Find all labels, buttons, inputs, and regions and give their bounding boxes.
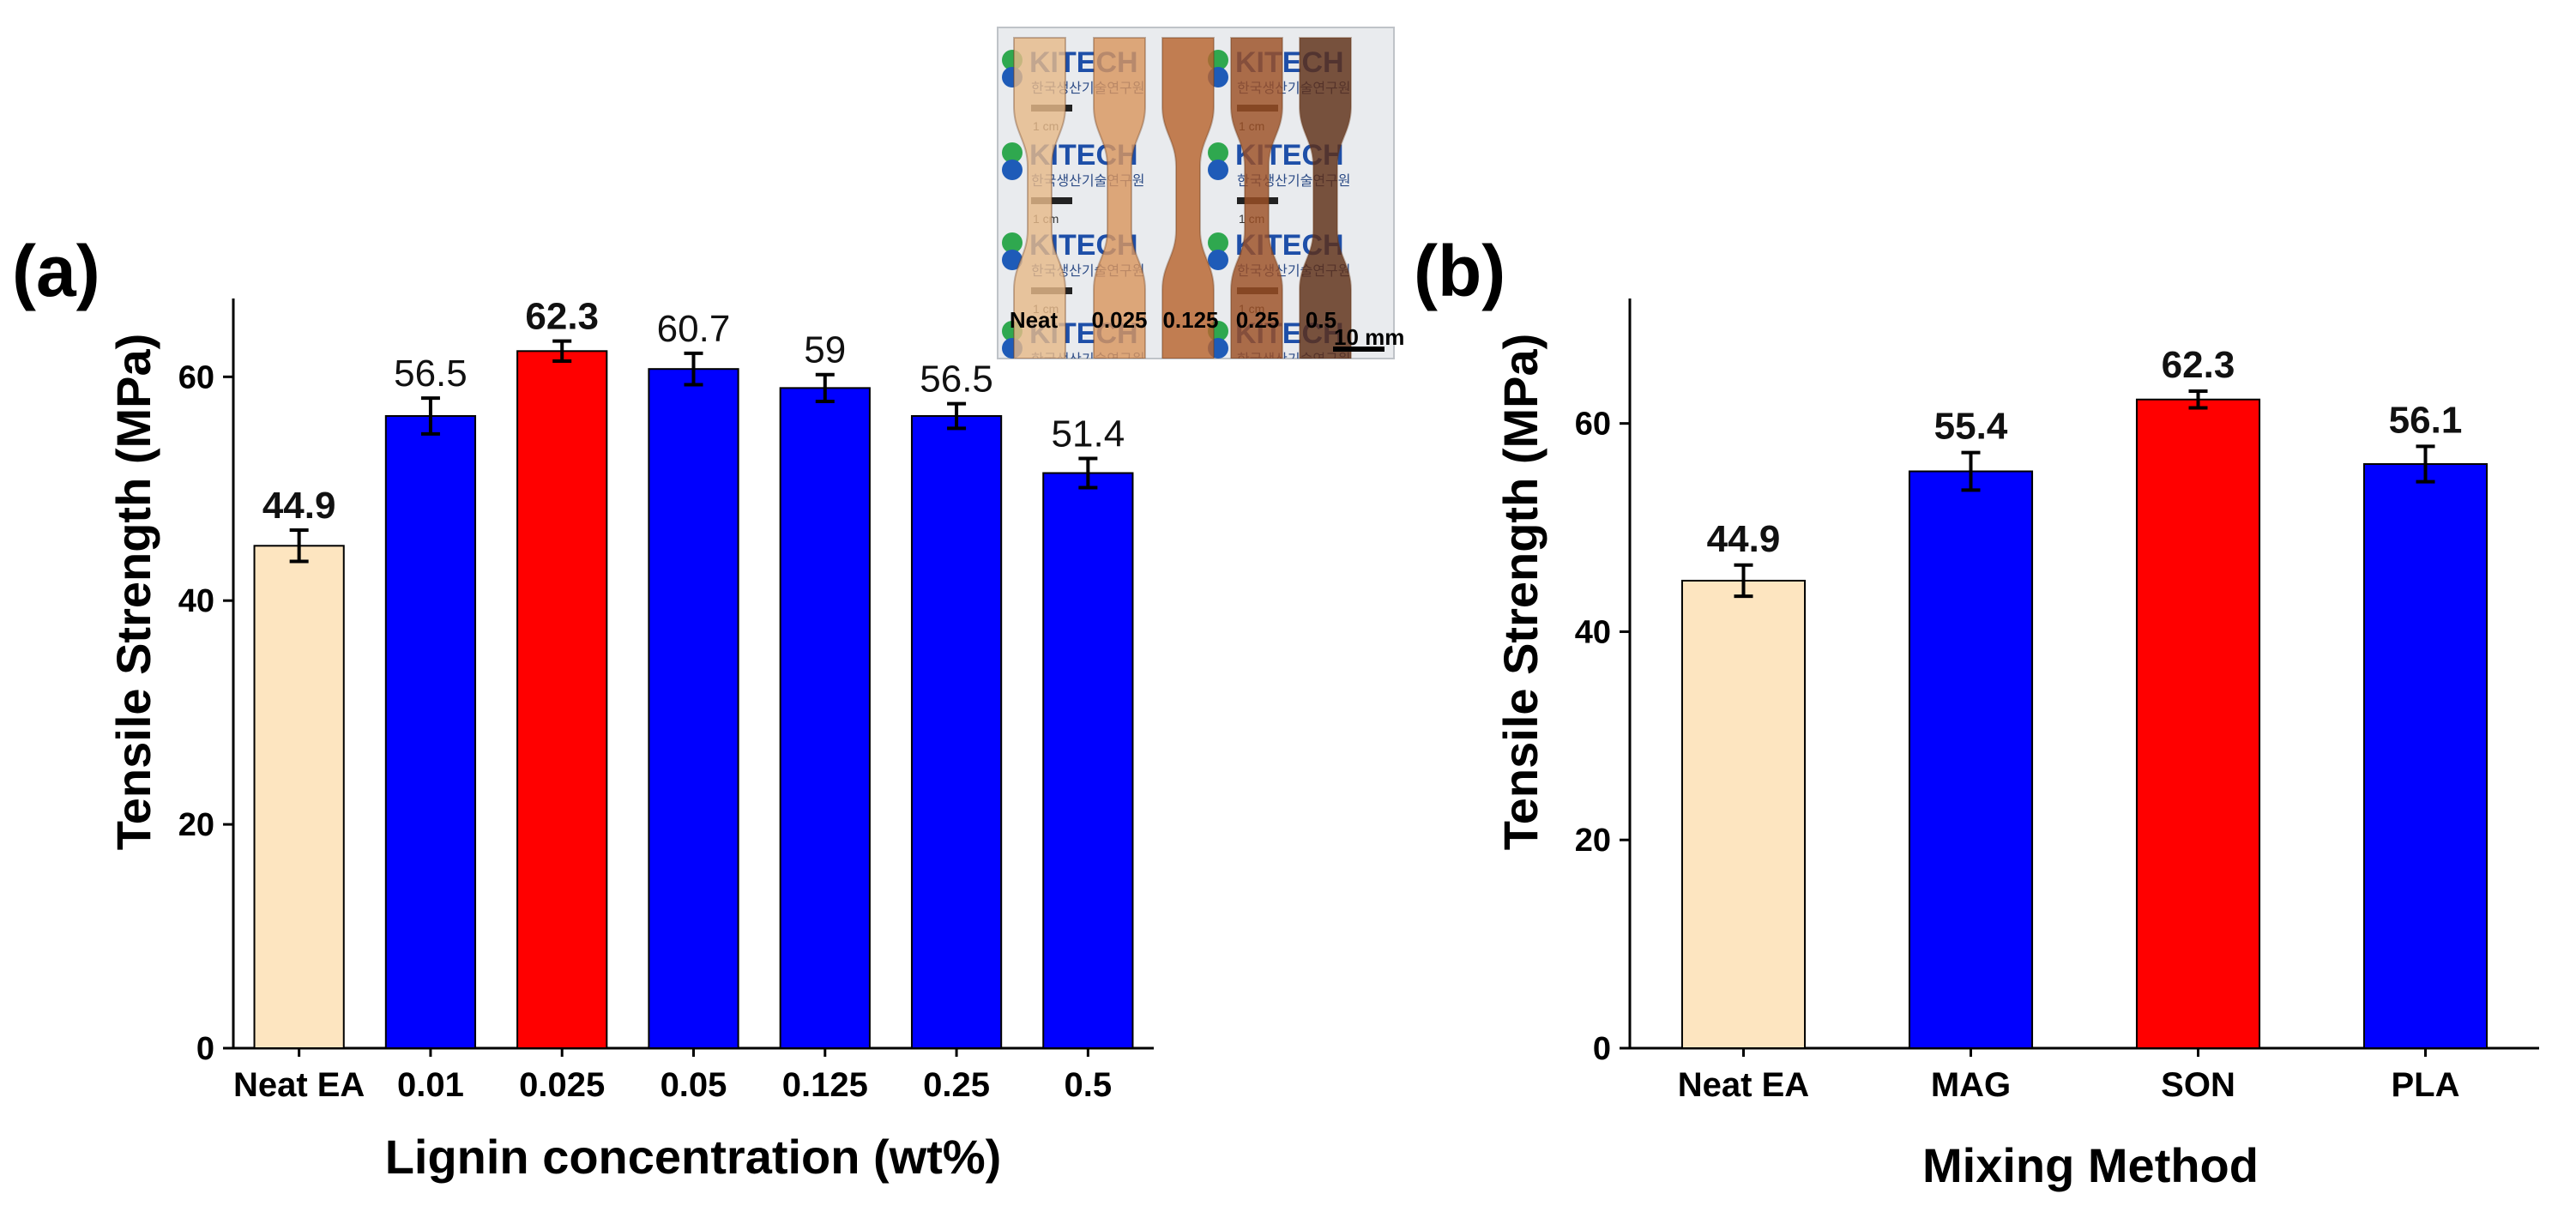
panel-b-category-label: MAG	[1931, 1066, 2011, 1104]
kitech-scale-mark	[1031, 376, 1072, 383]
panel-a-bar	[384, 414, 477, 1049]
panel-a-value-label: 51.4	[1052, 413, 1125, 455]
specimen-labels: Neat 0.025 0.125 0.25 0.5	[1010, 307, 1336, 333]
specimen-dogbone	[1013, 37, 1066, 359]
panel-a-bar	[1042, 472, 1134, 1049]
kitech-scale-text: 1 cm	[1239, 390, 1264, 404]
panel-a-x-axis-title: Lignin concentration (wt%)	[385, 1130, 1002, 1184]
panel-a-plot-area: 0 20 40 60 44.9 Neat EA 56.5 0.01 62.3 0.025 60.7 0…	[178, 296, 1154, 1104]
panel-b-error-bar	[2416, 444, 2435, 484]
panel-a-value-label: 62.3	[525, 296, 599, 338]
panel-b-error-bar	[1734, 563, 1753, 599]
panel-b-bar	[1908, 470, 2034, 1049]
panel-a-error-bar	[947, 401, 967, 431]
panel-a-value-label: 60.7	[657, 308, 731, 350]
panel-a-label: (a)	[12, 231, 100, 311]
panel-b-bar	[1680, 579, 1807, 1049]
panel-b-error-bar	[1961, 450, 1981, 492]
panel-a-category-label: 0.5	[1065, 1066, 1113, 1104]
scale-bar-label: 10 mm	[1334, 324, 1404, 350]
panel-a-category-label: 0.25	[923, 1066, 990, 1104]
specimen-label: 0.125	[1162, 307, 1218, 333]
panel-a-bar	[910, 414, 1003, 1049]
panel-a-value-label: 56.5	[920, 359, 993, 401]
panel-b-category-label: PLA	[2392, 1066, 2460, 1104]
panel-b-chart: (b) Tensile Strength (MPa) Mixing Method…	[1414, 231, 2539, 1192]
panel-a-category-label: Neat EA	[233, 1066, 365, 1104]
specimen-dogbone	[1230, 37, 1283, 359]
kitech-logo-icon	[1002, 232, 1023, 253]
specimen-label: 0.25	[1236, 307, 1280, 333]
panel-a-category-label: 0.025	[519, 1066, 605, 1104]
panel-a-category-label: 0.01	[397, 1066, 464, 1104]
kitech-watermark-subtext: 한국생산기술연구원	[1237, 352, 1350, 367]
panel-b-value-label: 44.9	[1707, 518, 1781, 560]
panel-b-bar	[2362, 463, 2489, 1049]
kitech-scale-text: 1 cm	[1033, 390, 1059, 404]
panel-a-error-bar	[684, 351, 703, 387]
specimen-label: Neat	[1010, 307, 1059, 333]
panel-a-value-label: 59	[804, 329, 846, 371]
kitech-logo-icon	[1002, 250, 1023, 270]
kitech-logo-icon	[1208, 250, 1228, 270]
kitech-logo-icon	[1002, 142, 1023, 163]
panel-a-error-bar	[289, 528, 309, 564]
specimen-label: 0.025	[1091, 307, 1147, 333]
panel-a-error-bar	[1078, 456, 1098, 490]
specimen-dogbone	[1299, 37, 1352, 359]
panel-b-label: (b)	[1414, 231, 1505, 311]
panel-b-plot-area: 0 20 40 60 44.9 Neat EA 55.4 MAG 62.3 SON 56.1 PLA	[1575, 298, 2539, 1104]
panel-a-bar	[779, 387, 871, 1049]
kitech-logo-icon	[1208, 142, 1228, 163]
panel-b-category-label: SON	[2161, 1066, 2235, 1104]
panel-b-y-tick-label: 60	[1575, 407, 1611, 443]
kitech-logo-icon	[1208, 232, 1228, 253]
panel-b-y-tick-label: 20	[1575, 823, 1611, 859]
panel-a-bar	[253, 545, 345, 1049]
panel-a-chart: (a) Tensile Strength (MPa) Lignin concen…	[12, 231, 1154, 1184]
panel-a-y-axis-title: Tensile Strength (MPa)	[106, 334, 160, 851]
panel-b-category-label: Neat EA	[1678, 1066, 1809, 1104]
panel-a-bar	[648, 368, 739, 1050]
scale-bar	[1333, 347, 1385, 352]
panel-a-category-label: 0.05	[661, 1066, 727, 1104]
panel-b-bar	[2135, 398, 2261, 1050]
panel-a-value-label: 56.5	[394, 353, 468, 395]
panel-b-error-bar	[2188, 389, 2208, 410]
panel-b-y-tick-label: 0	[1593, 1031, 1611, 1067]
specimen-label: 0.5	[1306, 307, 1336, 333]
panel-a-y-tick-label: 20	[178, 807, 214, 843]
panel-a-y-tick-label: 60	[178, 359, 214, 395]
panel-b-value-label: 62.3	[2162, 344, 2235, 386]
kitech-logo-icon	[1002, 160, 1023, 180]
specimen-dogbone	[1093, 37, 1146, 359]
panel-a-bar	[516, 350, 608, 1050]
kitech-logo-icon	[1208, 160, 1228, 180]
panel-b-value-label: 56.1	[2389, 399, 2463, 441]
panel-b-value-label: 55.4	[1934, 406, 2008, 448]
panel-a-y-tick-label: 0	[196, 1031, 214, 1067]
panel-b-y-axis-title: Tensile Strength (MPa)	[1493, 334, 1547, 851]
panel-a-value-label: 44.9	[262, 485, 336, 527]
panel-a-category-label: 0.125	[782, 1066, 868, 1104]
specimen-dogbone	[1161, 37, 1215, 359]
panel-a-y-tick-label: 40	[178, 583, 214, 619]
specimen-group	[1013, 37, 1352, 359]
panel-a-error-bar	[552, 339, 572, 364]
kitech-scale-mark	[1237, 376, 1278, 383]
kitech-watermark-subtext: 한국생산기술연구원	[1031, 352, 1144, 367]
panel-a-error-bar	[815, 372, 835, 404]
panel-b-y-tick-label: 40	[1575, 614, 1611, 650]
panel-a-error-bar	[420, 396, 440, 436]
panel-b-x-axis-title: Mixing Method	[1922, 1138, 2259, 1192]
